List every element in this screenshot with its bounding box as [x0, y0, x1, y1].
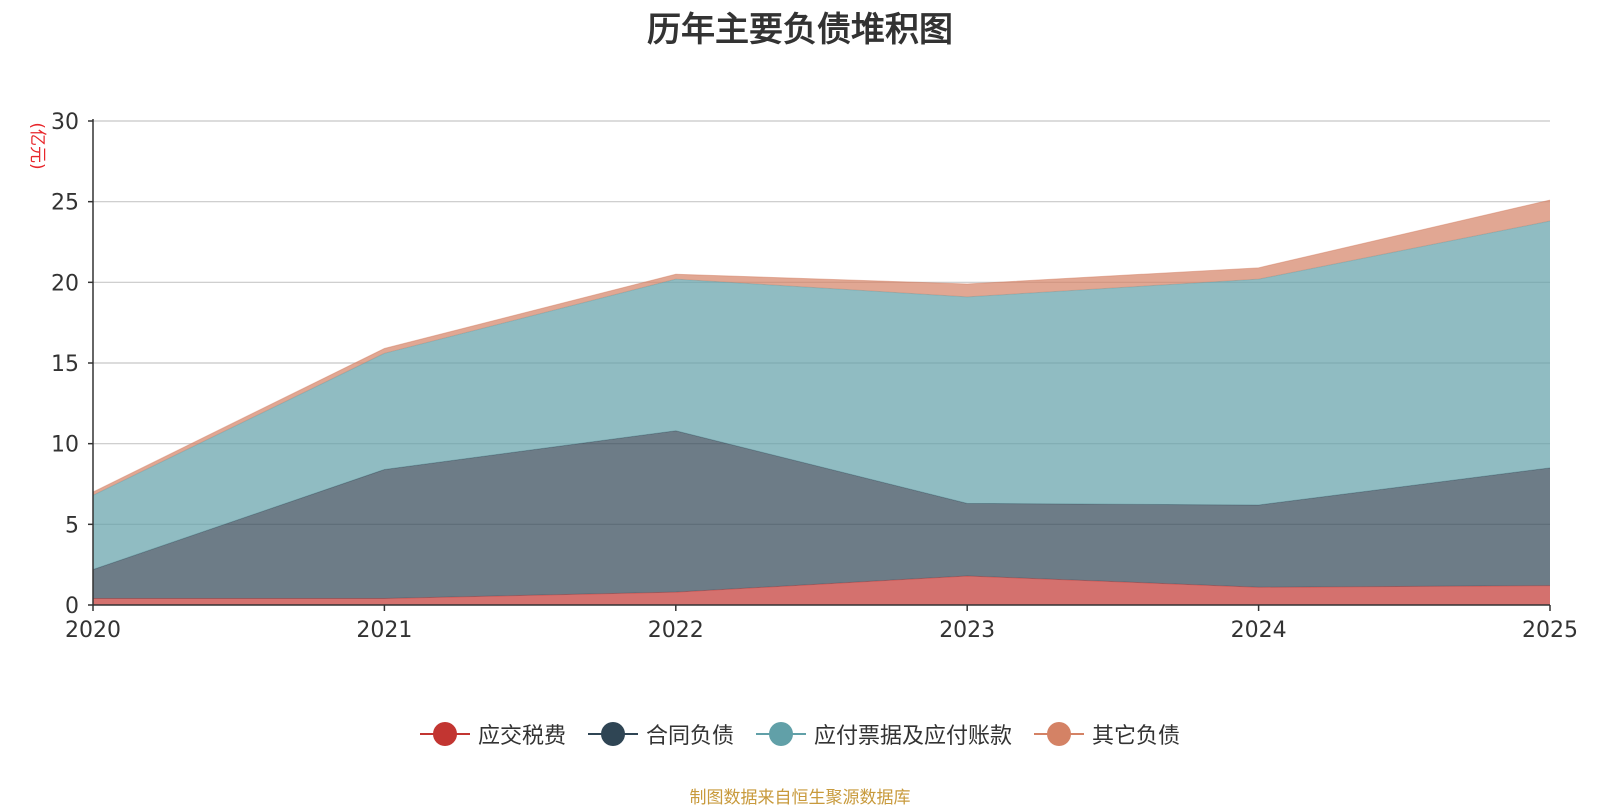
- legend-item-4[interactable]: 其它负债: [1034, 718, 1180, 750]
- chart-title: 历年主要负债堆积图: [647, 10, 953, 50]
- stacked-areas: [92, 199, 1551, 605]
- x-tick-label: 2023: [939, 618, 995, 643]
- y-tick-label: 30: [51, 110, 79, 135]
- area-series-line-4: [92, 199, 1551, 493]
- legend-marker-icon: [419, 721, 470, 747]
- legend-label: 其它负债: [1092, 724, 1181, 749]
- y-tick-label: 15: [51, 352, 79, 377]
- area-series-4: [93, 200, 1550, 496]
- y-axis-ticks: 0 5 10 15 20 25 30: [51, 110, 93, 619]
- legend: 应交税费 合同负债 应付票据及应付账款 其它负债: [0, 718, 1600, 750]
- y-tick-label: 10: [51, 433, 79, 458]
- legend-marker-icon: [756, 721, 806, 747]
- x-tick-label: 2020: [65, 618, 121, 643]
- x-tick-label: 2021: [356, 618, 412, 643]
- y-tick-label: 0: [65, 594, 79, 619]
- source-note: 制图数据来自恒生聚源数据库: [689, 788, 911, 808]
- legend-item-2[interactable]: 合同负债: [587, 718, 734, 750]
- area-series-2: [93, 430, 1550, 599]
- legend-item-1[interactable]: 应交税费: [419, 718, 566, 750]
- y-tick-label: 5: [65, 513, 79, 538]
- area-series-3: [93, 221, 1550, 570]
- legend-label: 应付票据及应付账款: [814, 724, 1013, 749]
- x-tick-label: 2022: [648, 618, 704, 643]
- x-tick-label: 2025: [1522, 618, 1578, 643]
- y-tick-label: 25: [51, 191, 79, 216]
- x-axis-ticks: 2020 2021 2022 2023 2024 2025: [65, 605, 1578, 643]
- legend-label: 合同负债: [645, 724, 734, 749]
- legend-marker-icon: [587, 721, 638, 747]
- legend-item-3[interactable]: 应付票据及应付账款: [756, 718, 1012, 750]
- y-tick-label: 20: [51, 271, 79, 296]
- legend-label: 应交税费: [477, 724, 566, 749]
- legend-marker-icon: [1034, 721, 1085, 747]
- area-series-1: [93, 575, 1550, 605]
- y-axis-label: (亿元): [27, 122, 47, 169]
- x-tick-label: 2024: [1231, 618, 1287, 643]
